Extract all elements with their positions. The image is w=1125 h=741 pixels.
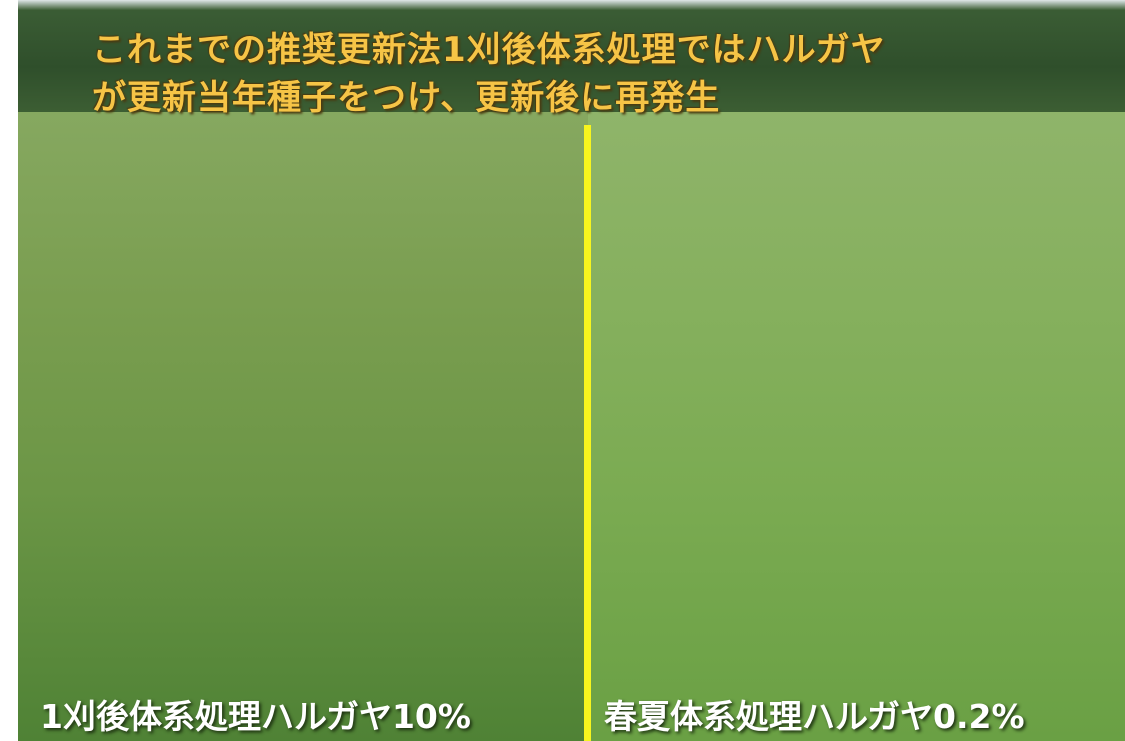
field-left: [18, 112, 588, 741]
sky: [18, 0, 1125, 10]
caption-left: 1刈後体系処理ハルガヤ10%: [40, 697, 471, 736]
title-line: これまでの推奨更新法1刈後体系処理ではハルガヤ: [92, 30, 886, 70]
tree-line: [18, 0, 1125, 112]
title-line: が更新当年種子をつけ、更新後に再発生: [92, 78, 721, 118]
divider-line: [584, 125, 591, 741]
field-right: [588, 112, 1125, 741]
caption-right: 春夏体系処理ハルガヤ0.2%: [604, 697, 1025, 736]
field-photo: [18, 0, 1125, 741]
